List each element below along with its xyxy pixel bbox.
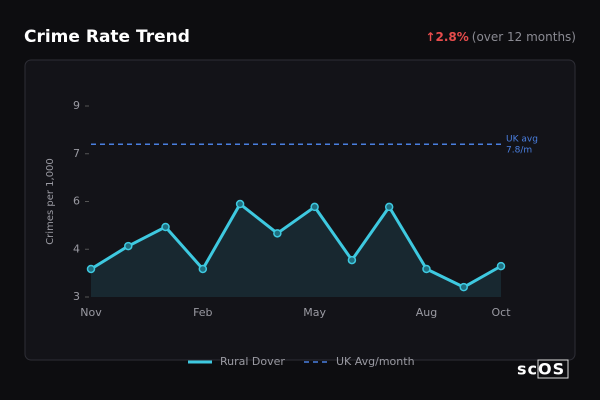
legend-label: UK Avg/month — [336, 355, 415, 368]
change: ↑2.8% — [425, 30, 468, 44]
line — [90, 202, 502, 289]
brand: scOS — [517, 360, 565, 379]
point — [459, 282, 468, 292]
reference-annotation: UK avg — [506, 135, 538, 145]
y-tick-label: 9 — [73, 99, 80, 112]
brand-box — [537, 359, 569, 379]
y-axis-label: Crimes per 1,000 — [45, 158, 56, 245]
point — [161, 222, 170, 232]
y-tick-label: 7 — [73, 147, 80, 160]
point — [273, 229, 282, 238]
point — [310, 202, 319, 212]
x-tick-label: Aug — [416, 306, 437, 319]
point — [235, 199, 245, 209]
point — [124, 241, 133, 251]
point — [86, 264, 96, 274]
point — [347, 255, 357, 265]
y-tick-label: 4 — [73, 242, 80, 255]
area — [91, 204, 501, 297]
reference-annotation: 7.8/m — [506, 146, 532, 156]
period: (over 12 months) — [472, 30, 576, 44]
point — [198, 264, 208, 274]
legend-label: Rural Dover — [220, 355, 285, 368]
point — [422, 264, 431, 274]
y-tick-label: 3 — [73, 290, 80, 303]
x-tick-label: Nov — [80, 306, 102, 319]
title: Crime Rate Trend — [24, 27, 190, 47]
y-tick-label: 6 — [73, 195, 80, 208]
panel — [24, 59, 576, 361]
x-tick-label: Feb — [193, 306, 212, 319]
x-tick-label: May — [303, 306, 326, 319]
point — [496, 261, 506, 271]
point — [384, 202, 394, 212]
x-tick-label: Oct — [491, 306, 511, 319]
trend-summary: ↑2.8% (over 12 months) — [425, 30, 576, 44]
